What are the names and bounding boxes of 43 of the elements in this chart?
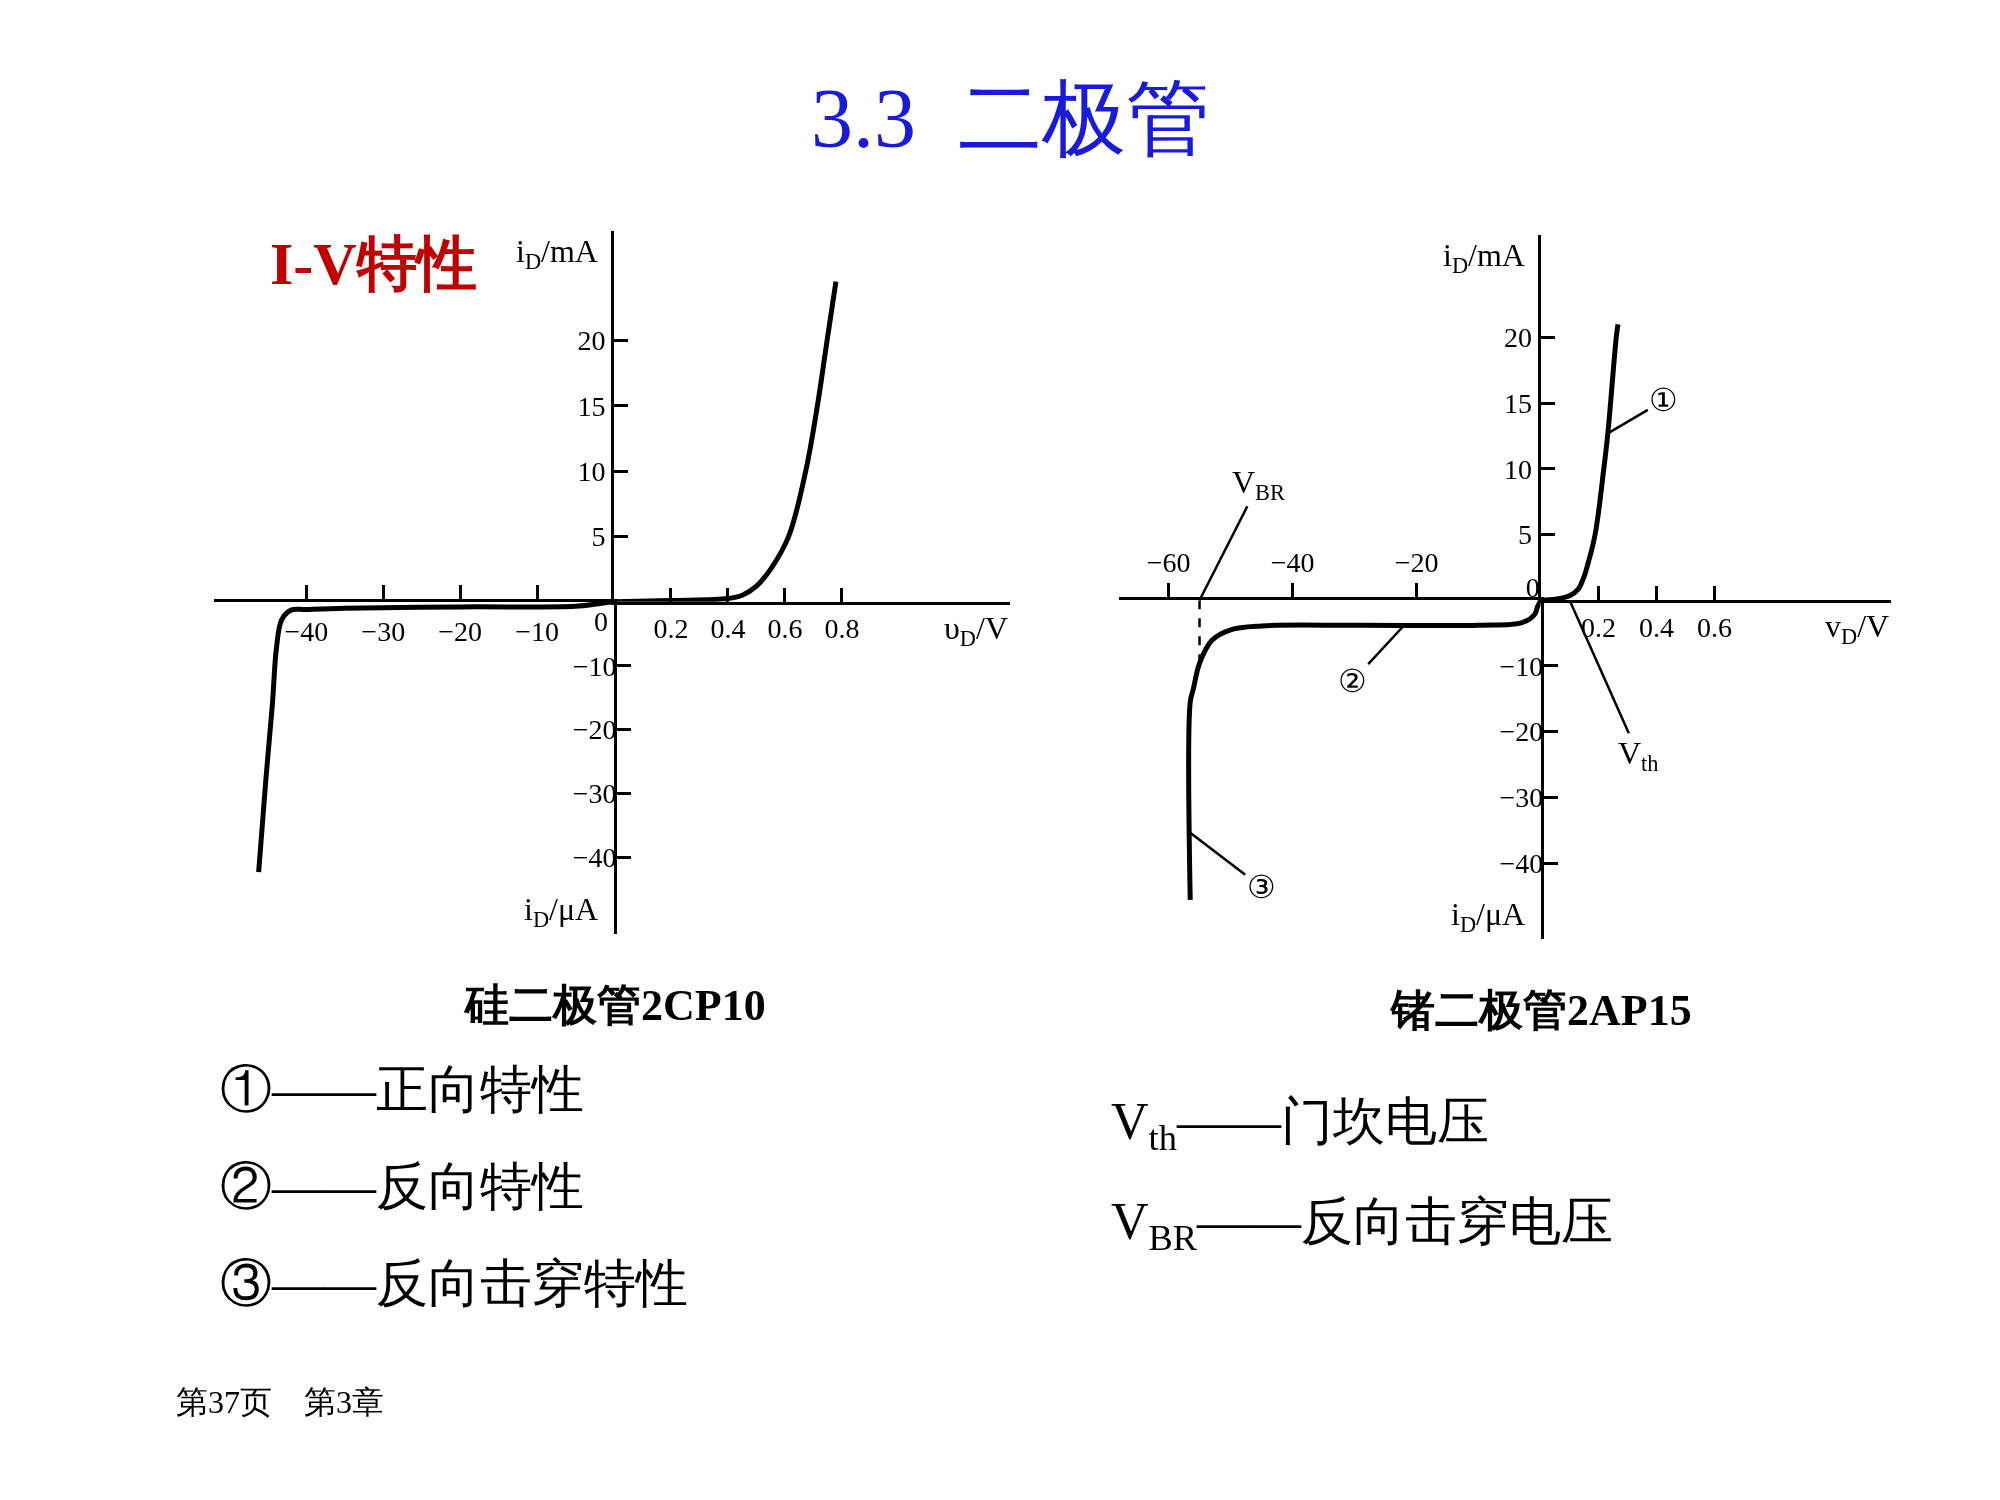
y-axis-title: i$_{D}$/μA	[1451, 896, 1526, 937]
text: I-V特性	[270, 231, 477, 297]
x-axis-title: v$_{D}$/V	[1825, 608, 1890, 649]
text: ①——正向特性	[220, 1061, 584, 1118]
x-axis-title: υ$_{D}$/V	[944, 610, 1009, 651]
y-tick-label: 20	[577, 325, 606, 357]
x-tick-label: −30	[361, 615, 406, 647]
x-tick-label: −20	[1394, 547, 1439, 579]
y-tick-label: 5	[1518, 519, 1533, 551]
annotation: V$_{th}$	[1618, 735, 1659, 776]
x-tick-label: −10	[515, 615, 559, 647]
x-tick-label: 0.4	[710, 613, 746, 645]
x-tick-label: 0.2	[653, 613, 689, 645]
y-axis-title: i$_{D}$/μA	[524, 891, 599, 932]
x-tick-label: 0.4	[1638, 611, 1674, 643]
x-tick-label: −20	[438, 615, 483, 647]
y-tick-label: 10	[1504, 453, 1533, 485]
annotation: ①	[1649, 382, 1678, 418]
x-tick-label: −40	[1270, 547, 1315, 579]
text: ②——反向特性	[220, 1158, 584, 1215]
text: 3.3 二极管	[811, 72, 1210, 165]
y-tick-label: 15	[1504, 388, 1533, 420]
x-tick-label: 0.8	[824, 613, 860, 645]
y-tick-label: 15	[577, 390, 606, 422]
annotation: ②	[1338, 663, 1367, 699]
y-tick-label: 5	[591, 521, 606, 553]
y-axis-title: i$_{D}$/mA	[1443, 237, 1525, 278]
x-tick-label: 0.6	[767, 613, 803, 645]
x-tick-label: −40	[284, 615, 329, 647]
annotation: ③	[1247, 869, 1276, 905]
y-tick-label: 20	[1504, 322, 1533, 354]
y-axis-title: i$_{D}$/mA	[516, 233, 598, 274]
annotation: V$_{BR}$	[1232, 464, 1286, 505]
text: ③——反向击穿特性	[220, 1255, 688, 1312]
text: V$_{BR}$——反向击穿电压	[1111, 1193, 1614, 1258]
text: 硅二极管2CP10	[463, 981, 766, 1030]
text: V$_{th}$——门坎电压	[1111, 1093, 1489, 1158]
text: 第37页 第3章	[176, 1384, 384, 1420]
y-tick-label: 0	[1525, 572, 1540, 604]
x-tick-label: 0.6	[1696, 611, 1732, 643]
x-tick-label: −60	[1146, 547, 1191, 579]
y-tick-label: 10	[577, 455, 606, 487]
text: 锗二极管2AP15	[1389, 986, 1692, 1035]
